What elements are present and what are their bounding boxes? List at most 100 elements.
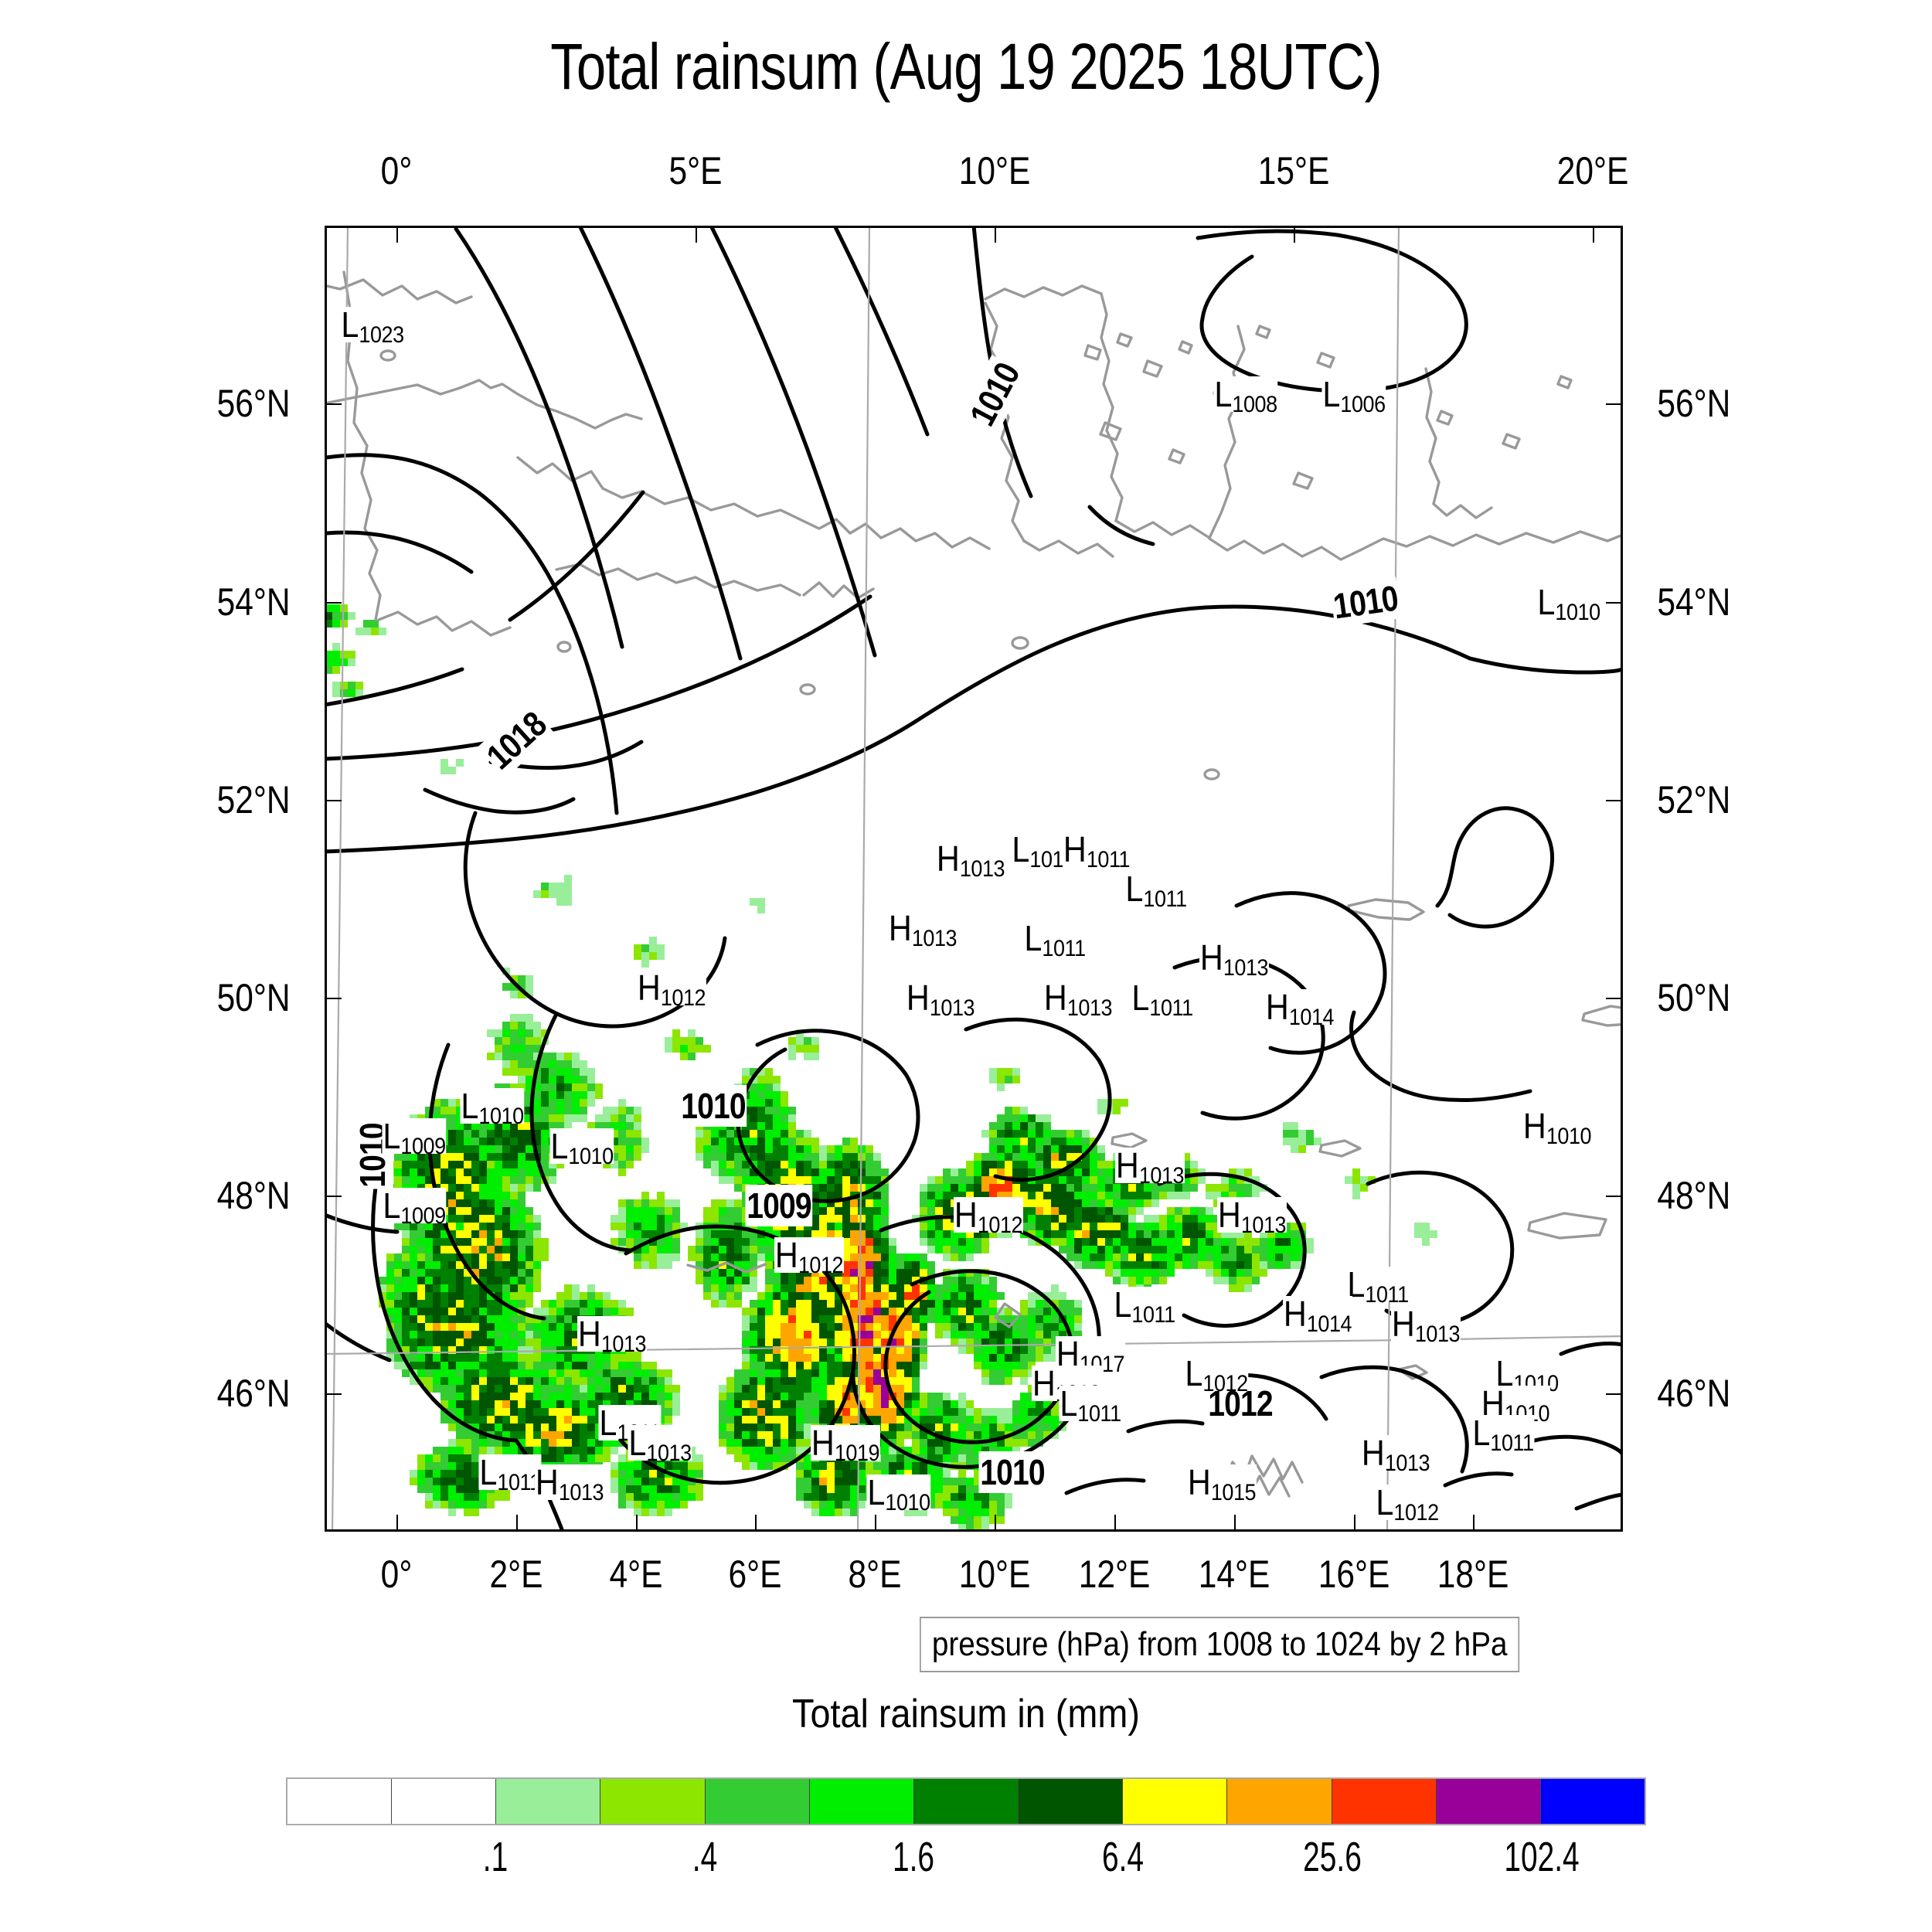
colorbar-cell-5[interactable] bbox=[809, 1779, 914, 1824]
extremum-value: 1013 bbox=[1139, 1163, 1185, 1189]
extremum-value: 1013 bbox=[1384, 1450, 1430, 1476]
extremum-type: H bbox=[577, 1313, 601, 1354]
extremum-value: 1008 bbox=[1232, 391, 1278, 417]
axis-tick bbox=[396, 1515, 398, 1532]
extremum-value: 1012 bbox=[660, 985, 706, 1011]
extremum-type: L bbox=[383, 1115, 401, 1156]
extremum-type: L bbox=[1023, 917, 1042, 958]
pressure-extremum-l: L1011 bbox=[1346, 1266, 1410, 1306]
lon-label-bottom-0: 0° bbox=[380, 1553, 413, 1596]
extremum-type: L bbox=[383, 1185, 401, 1226]
colorbar-label-5: 102.4 bbox=[1503, 1834, 1580, 1880]
colorbar-cell-1[interactable] bbox=[392, 1779, 497, 1824]
colorbar-label-4: 25.6 bbox=[1303, 1834, 1362, 1880]
extremum-type: H bbox=[1199, 937, 1223, 978]
pressure-extremum-l: L1011 bbox=[478, 1452, 542, 1495]
extremum-value: 1012 bbox=[978, 1213, 1023, 1239]
axis-tick bbox=[325, 1195, 342, 1197]
lat-label-right-3: 50°N bbox=[1657, 975, 1731, 1019]
lon-label-bottom-8: 16°E bbox=[1318, 1553, 1389, 1596]
extremum-type: H bbox=[1522, 1106, 1546, 1147]
extremum-type: H bbox=[536, 1461, 560, 1502]
axis-tick bbox=[1606, 1195, 1623, 1197]
colorbar-label-1: .4 bbox=[692, 1834, 717, 1880]
extremum-value: 1019 bbox=[834, 1440, 879, 1466]
pressure-extremum-l: L1010 bbox=[549, 1128, 614, 1168]
pressure-extremum-l: L1011 bbox=[1059, 1383, 1122, 1425]
colorbar[interactable] bbox=[286, 1777, 1646, 1825]
axis-tick bbox=[755, 1515, 757, 1532]
extremum-type: L bbox=[1184, 1353, 1202, 1394]
map-panel: 1018 1010 1010 1010 1010 1010 1009 1012 L1023 L1… bbox=[325, 226, 1623, 1532]
extremum-type: H bbox=[1284, 1294, 1307, 1335]
extremum-type: L bbox=[1060, 1383, 1078, 1423]
lat-label-right-5: 46°N bbox=[1657, 1371, 1731, 1415]
contour-value-label: 1010 bbox=[978, 1451, 1046, 1494]
extremum-type: H bbox=[1116, 1145, 1140, 1186]
colorbar-cell-10[interactable] bbox=[1332, 1779, 1437, 1824]
lon-label-bottom-6: 12°E bbox=[1078, 1553, 1151, 1596]
axis-tick bbox=[995, 1515, 997, 1532]
extremum-value: 1006 bbox=[1339, 391, 1386, 417]
lat-label-right-0: 56°N bbox=[1657, 382, 1731, 426]
lon-label-top-2: 10°E bbox=[958, 149, 1031, 192]
extremum-type: L bbox=[1113, 1284, 1132, 1325]
axis-tick bbox=[1233, 1515, 1236, 1532]
pressure-extremum-l: L1010 bbox=[1495, 1355, 1560, 1396]
axis-tick bbox=[1294, 226, 1296, 243]
colorbar-cell-11[interactable] bbox=[1436, 1779, 1541, 1824]
pressure-extremum-l: L1023 bbox=[340, 307, 405, 347]
pressure-extremum-h: H1013 bbox=[535, 1461, 605, 1504]
axis-tick bbox=[396, 226, 398, 243]
extremum-value: 1009 bbox=[400, 1133, 447, 1159]
extremum-type: L bbox=[1537, 581, 1556, 622]
colorbar-cell-9[interactable] bbox=[1227, 1779, 1332, 1824]
axis-tick bbox=[696, 226, 697, 243]
axis-tick bbox=[325, 1393, 342, 1395]
map-plot-area: 1018 1010 1010 1010 1010 1010 1009 1012 L1023 L1… bbox=[325, 226, 1623, 1532]
extremum-type: L bbox=[1012, 828, 1030, 869]
colorbar-cell-0[interactable] bbox=[287, 1779, 393, 1824]
extremum-type: L bbox=[1131, 977, 1150, 1018]
extremum-value: 1014 bbox=[1306, 1311, 1352, 1338]
extremum-type: H bbox=[937, 838, 960, 879]
colorbar-cell-4[interactable] bbox=[705, 1779, 810, 1824]
extremum-type: L bbox=[479, 1452, 498, 1493]
colorbar-cell-2[interactable] bbox=[496, 1779, 601, 1824]
colorbar-label-0: .1 bbox=[482, 1834, 508, 1880]
lat-label-left-2: 52°N bbox=[216, 777, 291, 821]
extremum-type: H bbox=[637, 967, 661, 1008]
pressure-extremum-l: L1010 bbox=[866, 1474, 931, 1514]
pressure-extremum-h: H1014 bbox=[1264, 989, 1335, 1029]
extremum-value: 1011 bbox=[1364, 1281, 1409, 1308]
extremum-type: H bbox=[1391, 1304, 1415, 1345]
axis-tick bbox=[875, 1515, 877, 1532]
extremum-value: 1013 bbox=[1240, 1213, 1287, 1239]
extremum-value: 1011 bbox=[1041, 935, 1086, 961]
lat-label-left-5: 46°N bbox=[216, 1371, 291, 1415]
axis-tick bbox=[1353, 1515, 1355, 1532]
colorbar-cell-8[interactable] bbox=[1123, 1779, 1228, 1824]
extremum-type: L bbox=[1125, 868, 1144, 909]
pressure-extremum-h: H1013 bbox=[1043, 979, 1114, 1019]
colorbar-tick-labels: .1 .4 1.6 6.4 25.6 102.4 bbox=[286, 1833, 1646, 1895]
page-title: Total rainsum (Aug 19 2025 18UTC) bbox=[550, 30, 1382, 103]
extremum-type: L bbox=[1376, 1481, 1394, 1522]
lon-label-bottom-3: 6°E bbox=[728, 1553, 782, 1596]
colorbar-cell-7[interactable] bbox=[1019, 1779, 1124, 1824]
axis-tick bbox=[635, 1515, 638, 1532]
colorbar-cell-6[interactable] bbox=[913, 1779, 1019, 1824]
lon-label-top-0: 0° bbox=[380, 149, 413, 192]
extremum-type: H bbox=[1032, 1362, 1056, 1403]
colorbar-cell-3[interactable] bbox=[600, 1779, 706, 1824]
pressure-extremum-h: H1012 bbox=[774, 1236, 845, 1277]
extremum-value: 1011 bbox=[497, 1470, 541, 1496]
colorbar-label-3: 6.4 bbox=[1102, 1834, 1145, 1880]
extremum-value: 1011 bbox=[1149, 995, 1193, 1021]
extremum-value: 1013 bbox=[959, 856, 1005, 883]
colorbar-cell-12[interactable] bbox=[1540, 1779, 1645, 1824]
pressure-extremum-h: H1013 bbox=[1217, 1197, 1287, 1237]
axis-tick bbox=[1473, 1515, 1475, 1532]
extremum-value: 1010 bbox=[885, 1489, 931, 1515]
extremum-type: L bbox=[1472, 1412, 1491, 1453]
